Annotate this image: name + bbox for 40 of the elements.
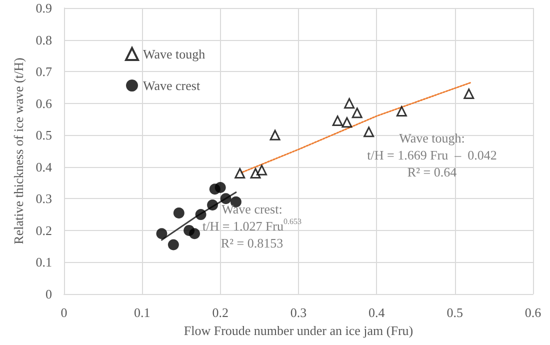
x-tick-label: 0.3 [290, 305, 307, 320]
y-tick-label: 0.7 [36, 64, 52, 80]
point [207, 200, 218, 211]
y-tick-label: 0.9 [36, 0, 52, 16]
x-tick-label: 0.4 [368, 305, 386, 320]
y-tick-label: 0.2 [36, 222, 52, 238]
point [214, 182, 226, 194]
x-tick-label: 0.2 [212, 305, 228, 320]
y-tick-label: 0.8 [36, 32, 52, 48]
x-tick-label: 0.6 [524, 305, 542, 320]
point [234, 168, 246, 178]
point [364, 126, 374, 138]
point [220, 193, 232, 204]
point [256, 164, 268, 176]
y-tick-label: 0 [46, 286, 52, 302]
point [464, 88, 474, 100]
point [332, 116, 343, 126]
point [342, 117, 352, 128]
point [344, 98, 355, 109]
point [195, 209, 206, 220]
x-axis-title: Flow Froude number under an ice jam (Fru) [184, 322, 414, 338]
y-tick-label: 0.3 [36, 191, 52, 206]
legend-label: Wave tough [143, 46, 206, 62]
y-tick-label: 0.4 [36, 159, 52, 174]
x-tick-label: 0 [60, 305, 68, 320]
x-tick-label: 0.5 [446, 305, 463, 320]
x-tick-label: 0.1 [134, 305, 150, 320]
y-tick-label: 0.5 [36, 128, 52, 143]
point [189, 228, 200, 240]
point [156, 228, 168, 240]
y-tick-label: 0.1 [36, 254, 52, 270]
legend-label: Wave crest [143, 78, 200, 93]
y-tick-label: 0.6 [36, 96, 52, 111]
point [396, 106, 407, 117]
y-axis-title: Relative thickness of ice wave (t/H) [10, 58, 26, 244]
annotation: Wave tough: t/H = 1.669 Fru – 0.042 R² = 0.64 [367, 130, 497, 180]
point [270, 130, 280, 140]
point [352, 108, 362, 118]
point [173, 207, 184, 218]
point [168, 239, 179, 250]
